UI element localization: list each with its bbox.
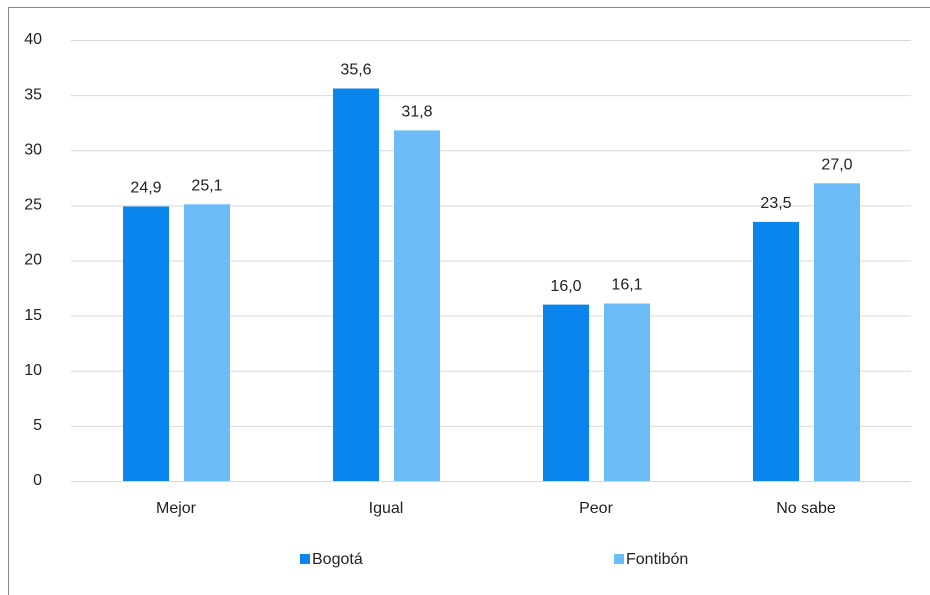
bar (814, 183, 860, 481)
legend-swatch (614, 554, 624, 564)
bar (123, 206, 169, 482)
data-label: 16,1 (611, 277, 642, 294)
y-tick-label: 10 (24, 362, 42, 379)
data-label: 23,5 (760, 195, 791, 212)
data-label: 31,8 (401, 104, 432, 121)
legend-label: Fontibón (626, 551, 688, 568)
bar (753, 221, 799, 481)
y-tick-label: 20 (24, 252, 42, 269)
data-label: 24,9 (130, 180, 161, 197)
bar (184, 204, 230, 481)
legend-swatch (300, 554, 310, 564)
data-label: 25,1 (191, 177, 222, 194)
x-tick-label: Peor (579, 500, 613, 517)
data-label: 35,6 (340, 62, 371, 79)
legend-label: Bogotá (312, 551, 363, 568)
x-tick-label: Mejor (156, 500, 197, 517)
y-tick-label: 15 (24, 307, 42, 324)
data-label: 27,0 (821, 157, 852, 174)
bar (543, 304, 589, 481)
y-tick-label: 25 (24, 197, 42, 214)
y-tick-label: 5 (33, 417, 42, 434)
x-tick-label: Igual (369, 500, 404, 517)
bar (394, 130, 440, 481)
y-tick-label: 0 (33, 472, 42, 489)
bar (333, 88, 379, 481)
data-label: 16,0 (550, 278, 581, 295)
y-tick-label: 30 (24, 141, 42, 158)
chart-border (8, 7, 930, 595)
y-tick-label: 40 (24, 31, 42, 48)
x-tick-label: No sabe (776, 500, 836, 517)
bar (604, 303, 650, 481)
y-tick-label: 35 (24, 86, 42, 103)
